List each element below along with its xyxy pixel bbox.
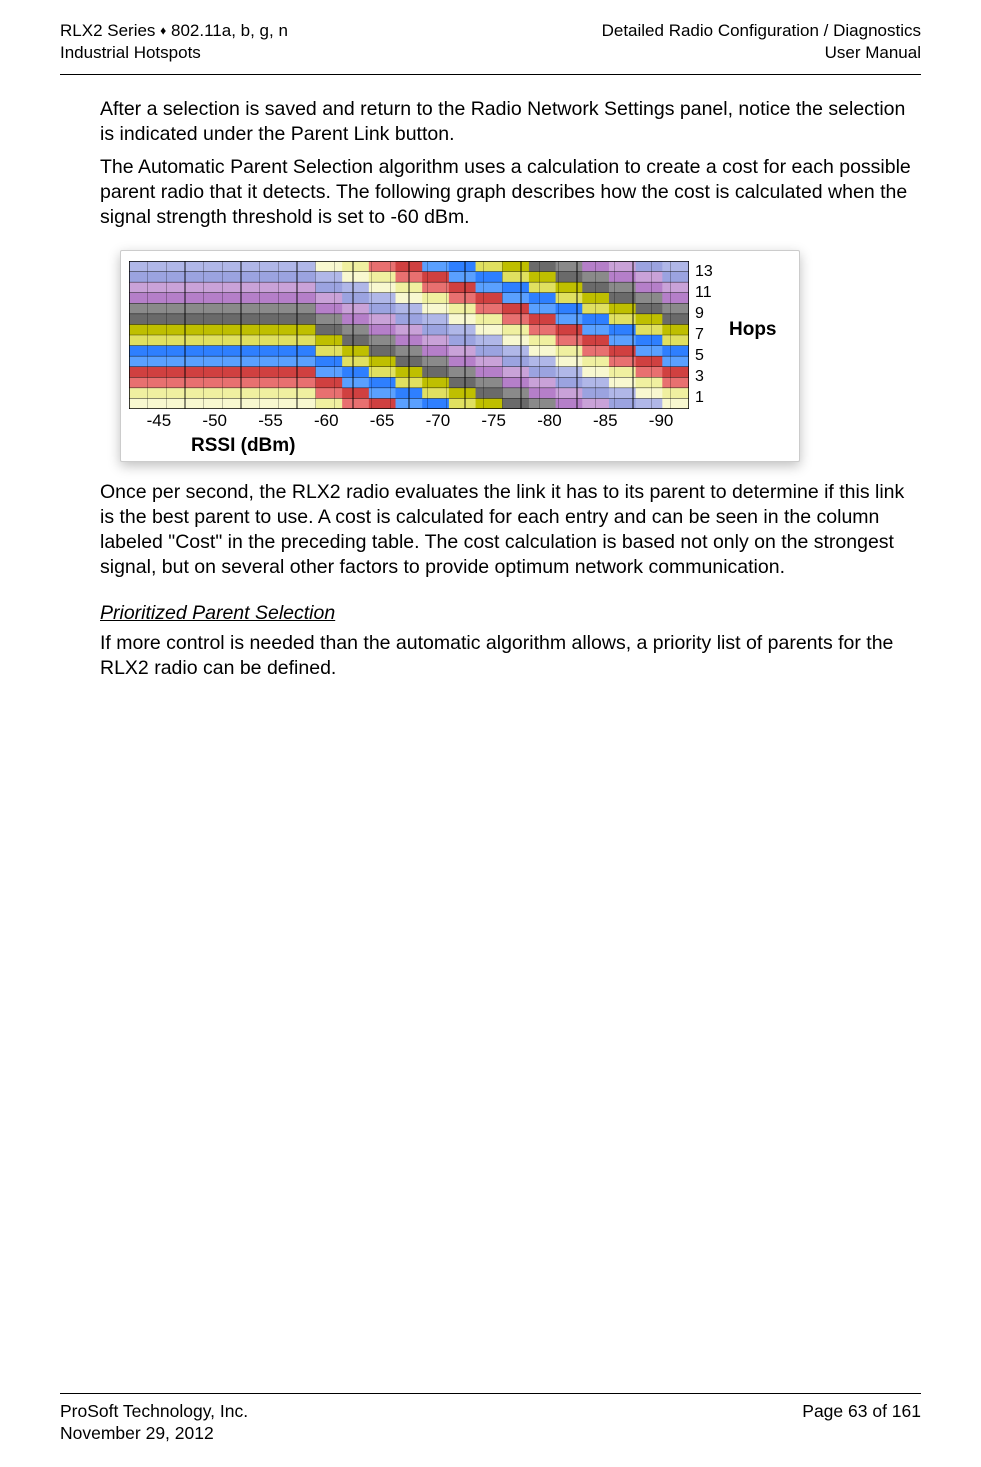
footer-company: ProSoft Technology, Inc. bbox=[60, 1400, 248, 1423]
y-axis-block: 131197531 Hops bbox=[695, 261, 713, 409]
header-right: Detailed Radio Configuration / Diagnosti… bbox=[602, 20, 921, 64]
paragraph-1: After a selection is saved and return to… bbox=[100, 97, 911, 147]
header-right-line2: User Manual bbox=[602, 42, 921, 64]
footer-date: November 29, 2012 bbox=[60, 1422, 248, 1445]
x-tick: -85 bbox=[577, 411, 633, 431]
product-spec: 802.11a, b, g, n bbox=[166, 21, 288, 40]
x-tick: -75 bbox=[466, 411, 522, 431]
chart-inner: 131197531 Hops bbox=[129, 261, 791, 409]
x-axis-label: RSSI (dBm) bbox=[191, 435, 791, 457]
footer-rule bbox=[60, 1393, 921, 1394]
x-axis-ticks: -45-50-55-60-65-70-75-80-85-90 bbox=[129, 411, 689, 431]
header-left: RLX2 Series ♦ 802.11a, b, g, n Industria… bbox=[60, 20, 288, 64]
y-tick: 7 bbox=[695, 324, 713, 345]
y-tick: 5 bbox=[695, 346, 713, 367]
footer-right: Page 63 of 161 bbox=[802, 1400, 921, 1446]
footer-left: ProSoft Technology, Inc. November 29, 20… bbox=[60, 1400, 248, 1446]
header-left-line1: RLX2 Series ♦ 802.11a, b, g, n bbox=[60, 20, 288, 42]
x-tick: -80 bbox=[522, 411, 578, 431]
x-tick: -65 bbox=[354, 411, 410, 431]
x-tick: -90 bbox=[633, 411, 689, 431]
x-tick: -50 bbox=[187, 411, 243, 431]
header-right-line1: Detailed Radio Configuration / Diagnosti… bbox=[602, 20, 921, 42]
paragraph-4: If more control is needed than the autom… bbox=[100, 631, 911, 681]
chart-plot-area bbox=[129, 261, 689, 409]
x-tick: -60 bbox=[298, 411, 354, 431]
y-tick: 11 bbox=[695, 282, 713, 303]
y-tick: 9 bbox=[695, 303, 713, 324]
paragraph-2: The Automatic Parent Selection algorithm… bbox=[100, 155, 911, 230]
paragraph-3: Once per second, the RLX2 radio evaluate… bbox=[100, 480, 911, 580]
section-title-prioritized: Prioritized Parent Selection bbox=[100, 602, 921, 625]
y-tick: 13 bbox=[695, 261, 713, 282]
y-axis-ticks: 131197531 bbox=[695, 261, 713, 409]
x-tick: -45 bbox=[131, 411, 187, 431]
footer-page: Page 63 of 161 bbox=[802, 1400, 921, 1423]
page-footer: ProSoft Technology, Inc. November 29, 20… bbox=[60, 1393, 921, 1446]
page-header: RLX2 Series ♦ 802.11a, b, g, n Industria… bbox=[60, 20, 921, 64]
x-tick: -70 bbox=[410, 411, 466, 431]
cost-chart: 131197531 Hops -45-50-55-60-65-70-75-80-… bbox=[120, 250, 800, 462]
x-tick: -55 bbox=[243, 411, 299, 431]
header-left-line2: Industrial Hotspots bbox=[60, 42, 288, 64]
y-axis-label: Hops bbox=[729, 319, 777, 341]
footer-row: ProSoft Technology, Inc. November 29, 20… bbox=[60, 1400, 921, 1446]
y-tick: 1 bbox=[695, 388, 713, 409]
y-tick: 3 bbox=[695, 367, 713, 388]
product-name: RLX2 Series bbox=[60, 21, 160, 40]
header-rule bbox=[60, 74, 921, 75]
